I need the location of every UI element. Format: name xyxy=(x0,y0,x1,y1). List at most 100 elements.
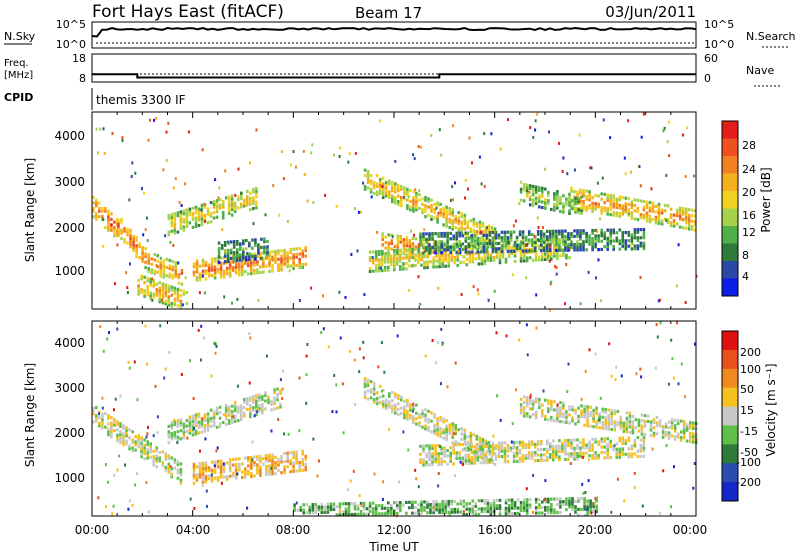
heatmap-cell xyxy=(583,499,586,503)
heatmap-cell xyxy=(530,440,534,444)
heatmap-cell xyxy=(498,504,502,508)
heatmap-cell xyxy=(515,454,519,458)
heatmap-cell xyxy=(512,457,516,461)
heatmap-cell xyxy=(441,264,444,269)
heatmap-cell xyxy=(384,404,388,408)
heatmap-cell xyxy=(350,253,353,256)
heatmap-cell xyxy=(428,232,431,236)
heatmap-cell xyxy=(406,198,409,202)
heatmap-cell xyxy=(621,436,625,440)
heatmap-cell xyxy=(695,274,698,278)
heatmap-cell xyxy=(512,224,515,228)
heatmap-cell xyxy=(260,256,263,260)
heatmap-cell xyxy=(491,447,495,451)
heatmap-cell xyxy=(113,423,116,427)
heatmap-cell xyxy=(598,426,601,430)
heatmap-cell xyxy=(339,510,341,514)
heatmap-cell xyxy=(243,400,246,404)
heatmap-cell xyxy=(222,275,226,279)
heatmap-cell xyxy=(255,402,258,406)
heatmap-cell xyxy=(277,418,280,421)
heatmap-cell xyxy=(544,167,546,171)
heatmap-cell xyxy=(381,190,385,194)
heatmap-cell xyxy=(521,440,525,444)
power-cb-tick-16: 16 xyxy=(742,209,756,222)
heatmap-cell xyxy=(567,441,570,445)
heatmap-cell xyxy=(547,257,550,261)
heatmap-cell xyxy=(312,201,315,204)
heatmap-cell xyxy=(552,452,555,457)
heatmap-cell xyxy=(326,508,330,512)
heatmap-cell xyxy=(201,264,205,268)
heatmap-cell xyxy=(450,502,453,506)
heatmap-cell xyxy=(582,242,585,246)
heatmap-cell xyxy=(224,417,228,421)
heatmap-cell xyxy=(483,256,487,260)
heatmap-cell xyxy=(691,208,694,212)
heatmap-cell xyxy=(116,243,119,247)
heatmap-cell xyxy=(540,453,543,457)
heatmap-cell xyxy=(486,245,490,249)
heatmap-cell xyxy=(438,508,441,512)
heatmap-cell xyxy=(146,279,149,283)
heatmap-cell xyxy=(167,435,171,439)
heatmap-cell xyxy=(547,505,550,509)
heatmap-cell xyxy=(223,243,227,247)
heatmap-cell xyxy=(126,230,129,234)
heatmap-cell xyxy=(204,466,208,470)
heatmap-cell xyxy=(408,248,411,252)
heatmap-cell xyxy=(684,226,688,230)
heatmap-cell xyxy=(280,460,283,464)
heatmap-cell xyxy=(567,444,570,448)
heatmap-cell xyxy=(137,284,140,288)
heatmap-cell xyxy=(263,237,266,241)
heatmap-cell xyxy=(618,212,622,216)
heatmap-cell xyxy=(233,207,237,211)
heatmap-cell xyxy=(134,171,137,175)
heatmap-cell xyxy=(377,504,381,508)
heatmap-cell xyxy=(503,233,507,237)
heatmap-cell xyxy=(412,206,415,211)
heatmap-cell xyxy=(283,468,286,472)
heatmap-cell xyxy=(496,394,499,398)
heatmap-cell xyxy=(215,412,219,416)
heatmap-cell xyxy=(168,267,172,271)
heatmap-cell xyxy=(603,234,606,238)
heatmap-cell xyxy=(457,221,460,226)
heatmap-cell xyxy=(195,267,199,271)
heatmap-cell xyxy=(538,511,541,515)
heatmap-cell xyxy=(580,209,583,213)
heatmap-cell xyxy=(615,214,619,218)
heatmap-cell xyxy=(648,214,652,218)
heatmap-cell xyxy=(471,260,475,264)
heatmap-cell xyxy=(167,289,171,293)
heatmap-cell xyxy=(338,502,342,506)
heatmap-cell xyxy=(276,398,279,402)
colorbar-swatch xyxy=(722,368,738,389)
heatmap-cell xyxy=(248,332,251,336)
heatmap-cell xyxy=(531,184,535,189)
power-ylabel: Slant Range [km] xyxy=(23,158,37,262)
heatmap-cell xyxy=(687,221,691,225)
heatmap-cell xyxy=(607,427,610,431)
heatmap-cell xyxy=(259,270,262,275)
heatmap-cell xyxy=(168,264,172,268)
heatmap-cell xyxy=(412,418,415,422)
heatmap-cell xyxy=(434,460,437,464)
heatmap-cell xyxy=(377,266,381,270)
heatmap-cell xyxy=(419,235,422,239)
heatmap-cell xyxy=(692,437,695,441)
heatmap-cell xyxy=(527,456,531,460)
heatmap-cell xyxy=(445,435,448,439)
heatmap-cell xyxy=(582,229,585,233)
heatmap-cell xyxy=(661,425,665,429)
heatmap-cell xyxy=(298,376,301,380)
heatmap-cell xyxy=(564,452,567,456)
heatmap-cell xyxy=(113,234,116,238)
heatmap-cell xyxy=(547,252,550,256)
heatmap-cell xyxy=(633,203,637,207)
heatmap-cell xyxy=(405,500,408,505)
heatmap-cell xyxy=(141,248,144,252)
heatmap-cell xyxy=(338,505,342,509)
heatmap-cell xyxy=(428,234,431,239)
